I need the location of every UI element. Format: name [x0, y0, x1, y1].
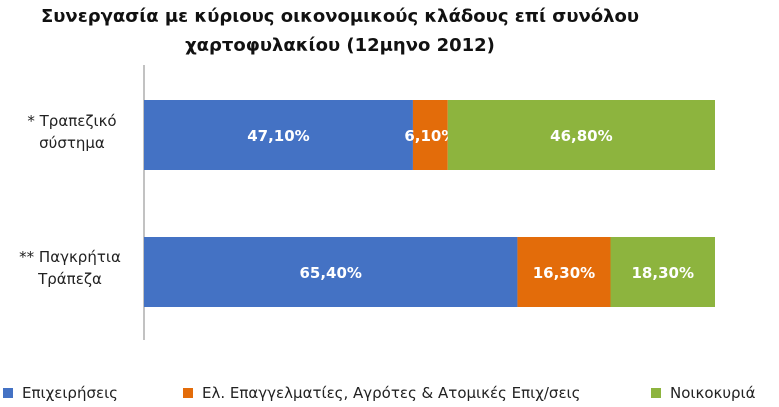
category-label-line: Τράπεζα	[38, 270, 102, 288]
legend-label: Νοικοκυριά	[670, 384, 756, 402]
data-label-1-2: 6,10%	[404, 127, 456, 145]
category-label-line: * Τραπεζικό	[27, 112, 117, 130]
legend: Επιχειρήσεις Ελ. Επαγγελματίες, Αγρότες …	[0, 384, 779, 406]
data-label-2-2: 16,30%	[533, 264, 595, 282]
bar-segment-2-2	[517, 237, 611, 307]
chart-title-line-1: Συνεργασία με κύριους οικονομικούς κλάδο…	[40, 6, 640, 27]
category-label-pancretan-bank: ** Παγκρήτια Τράπεζα	[4, 246, 136, 290]
legend-label: Ελ. Επαγγελματίες, Αγρότες & Ατομικές Επ…	[202, 384, 581, 402]
legend-item-businesses: Επιχειρήσεις	[3, 384, 118, 402]
category-label-line: σύστημα	[39, 134, 105, 152]
chart-title-line-2: χαρτοφυλακίου (12μηνο 2012)	[185, 35, 495, 56]
legend-swatch	[651, 388, 661, 398]
data-label-1-3: 46,80%	[550, 127, 612, 145]
data-label-1-1: 47,10%	[247, 127, 309, 145]
legend-swatch	[3, 388, 13, 398]
legend-item-households: Νοικοκυριά	[651, 384, 756, 402]
bar-segment-1-3	[447, 100, 715, 170]
bars-group: 47,10% 6,10% 46,80% 65,40% 16,30% 18,30%	[144, 100, 715, 307]
bar-chart: 47,10% 6,10% 46,80% 65,40% 16,30% 18,30%	[143, 65, 715, 340]
legend-label: Επιχειρήσεις	[22, 384, 118, 402]
bar-segment-1-1	[144, 100, 413, 170]
data-label-2-1: 65,40%	[299, 264, 361, 282]
category-label-banking-system: * Τραπεζικό σύστημα	[8, 110, 136, 154]
chart-title: Συνεργασία με κύριους οικονομικούς κλάδο…	[0, 2, 680, 60]
bar-segment-2-3	[610, 237, 715, 307]
category-label-line: ** Παγκρήτια	[19, 248, 121, 266]
legend-item-professionals: Ελ. Επαγγελματίες, Αγρότες & Ατομικές Επ…	[183, 384, 580, 402]
bar-segment-1-2	[412, 100, 448, 170]
data-label-2-3: 18,30%	[632, 264, 694, 282]
bar-segment-2-1	[144, 237, 518, 307]
legend-swatch	[183, 388, 193, 398]
